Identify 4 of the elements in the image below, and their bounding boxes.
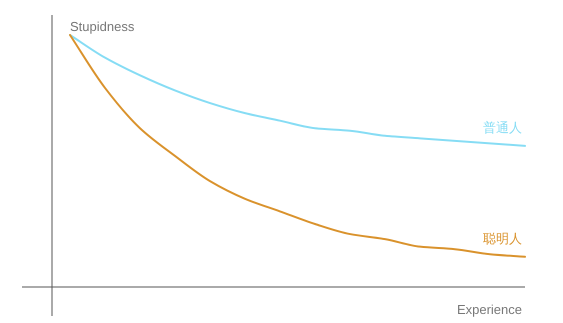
x-axis-title: Experience: [456, 302, 522, 317]
series-label: 聪明人: [483, 230, 522, 246]
y-axis-title: Stupidness: [70, 19, 135, 34]
series-label: 普通人: [483, 120, 522, 135]
